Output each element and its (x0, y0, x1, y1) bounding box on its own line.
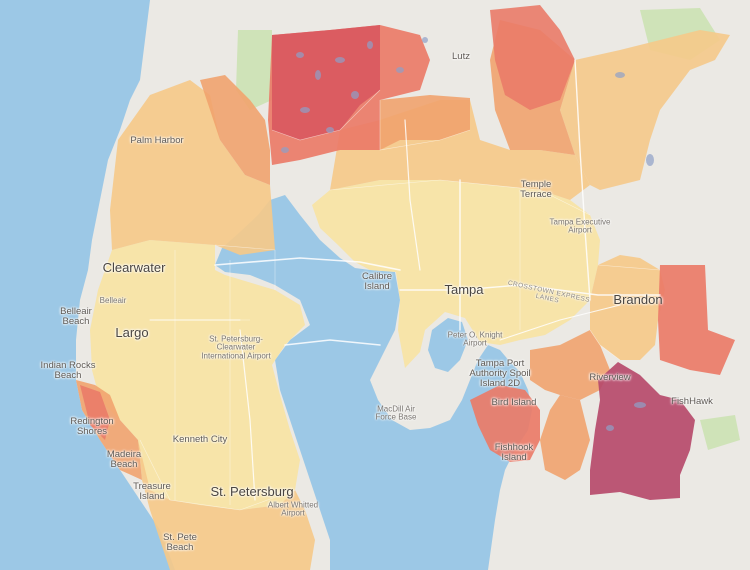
label-tampa: Tampa (444, 282, 484, 298)
label-macdill: MacDill Air Force Base (375, 404, 417, 422)
label-brandon: Brandon (613, 292, 663, 308)
zone-tier3-riverview (530, 330, 610, 400)
label-lutz: Lutz (452, 51, 470, 63)
label-tampa-port: Tampa Port Authority Spoil Island 2D (469, 358, 531, 389)
zone-tier4-apollo (470, 385, 540, 462)
zone-tier6-fishhawk (590, 362, 695, 500)
zone-tier2-east (560, 30, 730, 190)
zone-tier3-northcentral (380, 95, 470, 150)
label-clearwater: Clearwater (102, 260, 166, 276)
hillsborough-bay (428, 318, 468, 372)
zone-tier2-southpinellas (138, 440, 315, 570)
label-belleair: Belleair (99, 295, 127, 305)
tampa-bay-water (215, 195, 532, 570)
label-largo: Largo (115, 325, 149, 341)
label-treasure-island: Treasure Island (133, 481, 171, 502)
road-network (149, 59, 661, 501)
label-bird-island: Bird Island (491, 397, 537, 409)
gulf-water (0, 0, 175, 570)
label-madeira-beach: Madeira Beach (106, 449, 142, 470)
park-north (236, 30, 272, 110)
label-belleair-beach: Belleair Beach (60, 306, 92, 327)
label-st-pete-beach: St. Pete Beach (163, 532, 197, 553)
zone-tier2-brandon (590, 255, 665, 360)
label-albert-whitted: Albert Whitted Airport (267, 500, 319, 518)
zone-tier1-tampa (312, 180, 600, 368)
label-riverview: Riverview (589, 372, 631, 384)
zone-tier2-northpinellas (110, 80, 275, 255)
park-east (700, 415, 740, 450)
label-kenneth-city: Kenneth City (172, 434, 228, 446)
label-peter-knight: Peter O. Knight Airport (447, 330, 503, 348)
label-calibre-island: Calibre Island (361, 271, 393, 292)
label-fishhawk: FishHawk (671, 396, 713, 408)
zone-tier3-gibsonton (540, 395, 590, 480)
label-spc-airport: St. Petersburg- Clearwater International… (201, 334, 271, 361)
label-indian-rocks-beach: Indian Rocks Beach (40, 360, 96, 381)
label-redington-shores: Redington Shores (70, 416, 114, 437)
label-temple-terrace: Temple Terrace (520, 179, 552, 200)
label-fishhook-island: Fishhook Island (494, 442, 534, 463)
label-st-petersburg: St. Petersburg (210, 484, 294, 500)
zone-tier4-east (658, 265, 735, 375)
zone-tier3-palmharbor (200, 75, 270, 185)
label-tampa-executive-airport: Tampa Executive Airport (549, 217, 611, 235)
zone-tier4-lutz (490, 5, 575, 110)
lakes (281, 37, 654, 431)
zone-tier4-beaches (80, 385, 110, 440)
label-palm-harbor: Palm Harbor (130, 135, 184, 147)
